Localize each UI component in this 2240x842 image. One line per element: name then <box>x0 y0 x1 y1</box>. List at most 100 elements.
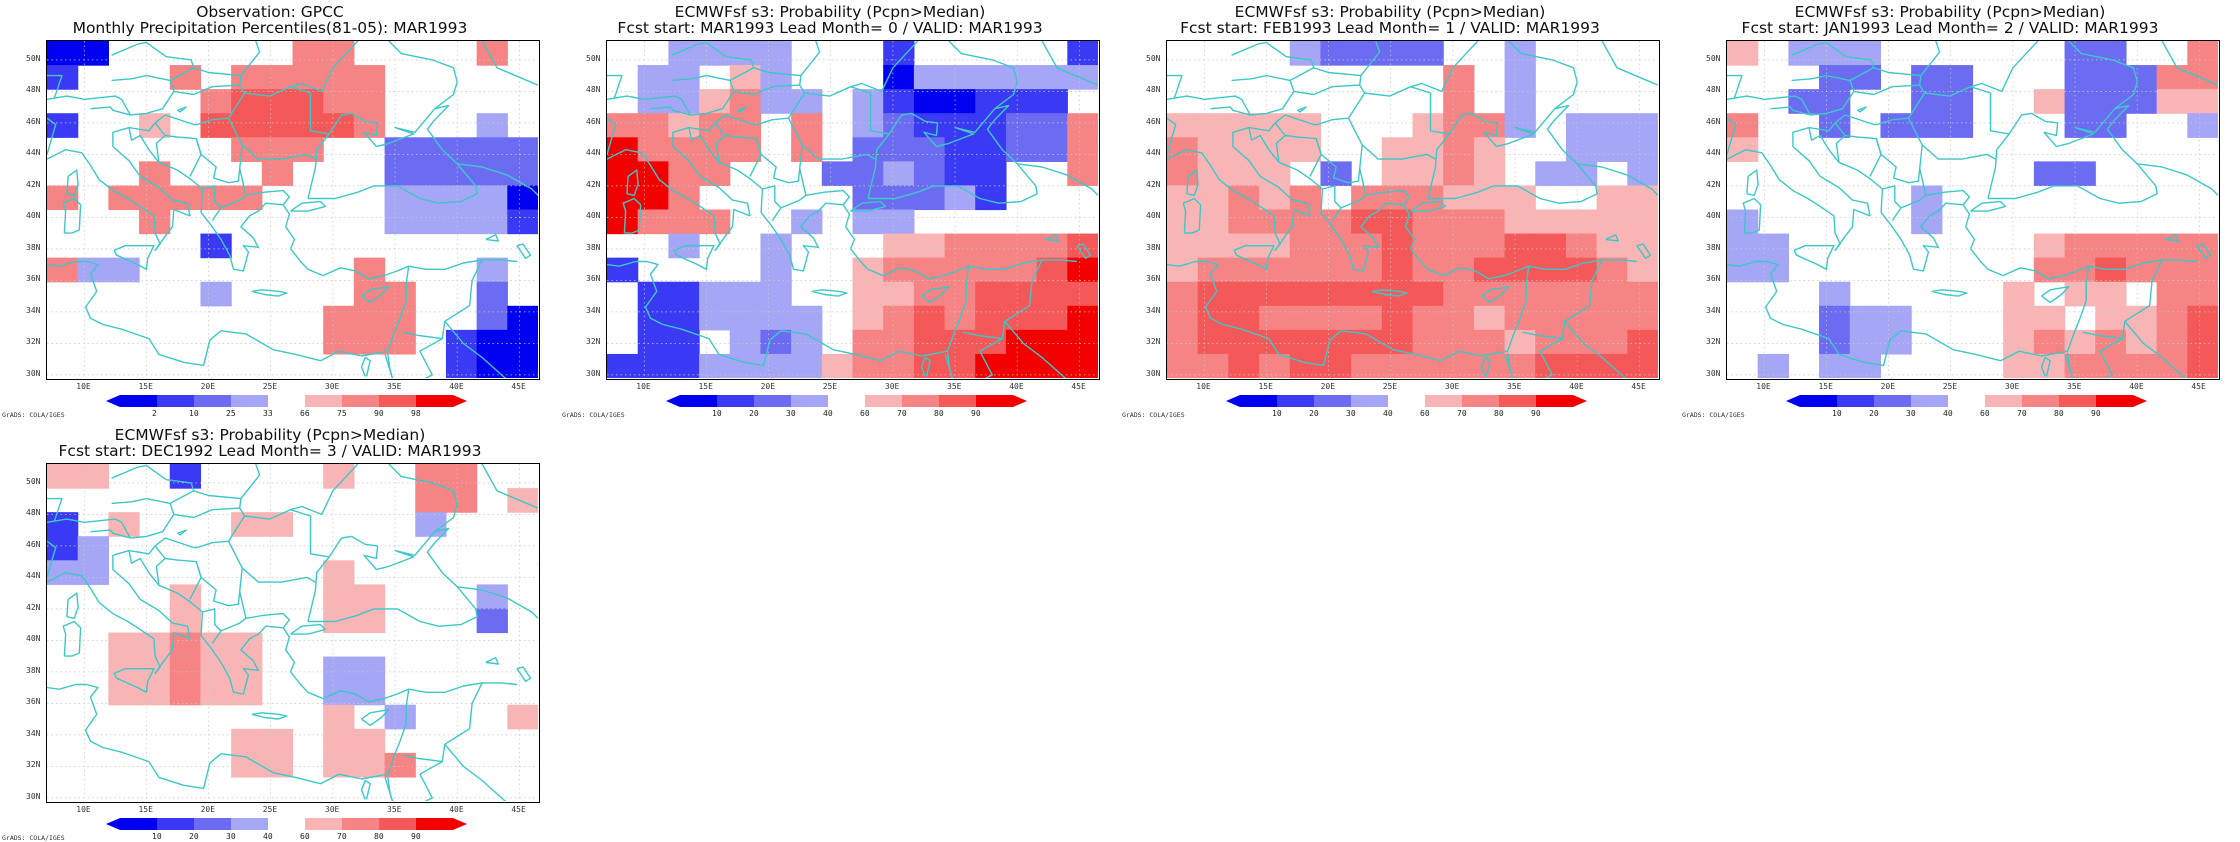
lon-tick-label: 10E <box>76 382 91 391</box>
lon-tick-label: 45E <box>1071 382 1086 391</box>
coastline <box>307 104 478 204</box>
grid-cell <box>1167 257 1199 283</box>
grid-cell <box>1381 257 1414 283</box>
coastline <box>384 354 394 378</box>
grid-cell <box>2064 281 2096 307</box>
grid-cell <box>1289 257 1322 283</box>
grid-cell <box>1351 209 1383 235</box>
grid-cell <box>1504 185 1536 211</box>
colorbar-swatch <box>1277 395 1314 407</box>
lat-tick-label: 32N <box>1706 337 1721 347</box>
grid-cell <box>729 305 762 331</box>
grid-cell <box>944 233 976 259</box>
grid-cell <box>760 257 792 283</box>
grid-cell <box>1289 233 1322 259</box>
colorbar-label: 90 <box>1531 409 1541 418</box>
lat-tick-label: 50N <box>586 53 601 63</box>
lon-tick-label: 35E <box>947 382 962 391</box>
coastline <box>47 549 410 790</box>
coastline <box>1360 41 1381 77</box>
grid-cell <box>1504 65 1536 90</box>
grid-cell <box>323 728 355 754</box>
colorbar <box>1226 395 1587 407</box>
grid-cell <box>913 233 946 259</box>
coastline <box>737 106 747 113</box>
coastline <box>307 527 478 627</box>
grid-cell <box>292 89 324 114</box>
colorbar-label: 30 <box>1906 409 1916 418</box>
grid-cell <box>353 752 386 778</box>
coastline <box>1857 106 1867 113</box>
grid-cell <box>2033 161 2066 187</box>
lat-tick-label: 44N <box>1146 148 1161 158</box>
grid-cell <box>1381 233 1414 259</box>
colorbar-swatch <box>1837 395 1874 407</box>
lat-tick-label: 30N <box>1146 368 1161 378</box>
grid-cell <box>1259 353 1291 378</box>
grid-cell <box>2095 353 2127 378</box>
coastline <box>867 104 1038 204</box>
grid-cell <box>699 353 731 378</box>
grid-cell <box>1911 113 1943 138</box>
grid-cell <box>913 65 946 90</box>
lon-tick-label: 25E <box>1942 382 1958 391</box>
coastline <box>361 708 390 727</box>
grid-cell <box>384 704 416 730</box>
coastline <box>227 117 316 160</box>
coastline <box>1931 289 1968 297</box>
grid-cell <box>445 464 478 489</box>
coastline <box>607 95 691 116</box>
grid-cell <box>231 632 263 658</box>
lon-tick-label: 40E <box>1569 382 1584 391</box>
coastline <box>800 41 821 77</box>
grid-cell <box>415 161 447 187</box>
grid-cell <box>77 560 109 585</box>
grid-cell <box>1228 257 1260 283</box>
grid-cell <box>637 161 669 187</box>
colorbar-label: 80 <box>2054 409 2064 418</box>
coastline <box>62 197 82 234</box>
grid-cell <box>2187 305 2218 331</box>
grid-cell <box>1849 329 1882 355</box>
grid-cell <box>1627 137 1658 162</box>
lat-tick-label: 36N <box>26 697 41 707</box>
lon-tick-label: 30E <box>884 382 900 391</box>
grid-cell <box>1880 305 1912 331</box>
lat-tick-label: 34N <box>1146 305 1161 315</box>
precip-map <box>47 464 538 801</box>
lon-tick-label: 25E <box>1382 382 1398 391</box>
panel-observation: Observation: GPCC Monthly Precipitation P… <box>0 0 540 419</box>
grid-cell <box>1259 113 1291 138</box>
coastline <box>128 507 246 555</box>
grid-cell <box>1412 41 1444 66</box>
grid-cell <box>1473 137 1506 162</box>
grid-cell <box>699 113 731 138</box>
grid-cell <box>1351 329 1383 355</box>
grid-cell <box>1412 209 1444 235</box>
grid-cell <box>1320 281 1352 307</box>
colorbar-swatch <box>754 395 791 407</box>
colorbar <box>1786 395 2147 407</box>
grid-cell <box>975 89 1007 114</box>
colorbar-swatch <box>416 818 453 830</box>
colorbar-label: 60 <box>1420 409 1430 418</box>
coastline <box>444 743 507 801</box>
grid-cell <box>200 233 232 259</box>
grid-cell <box>1627 329 1658 355</box>
coastline <box>220 617 247 632</box>
coastline <box>979 337 1003 378</box>
grid-cell <box>323 704 355 730</box>
lat-tick-label: 40N <box>26 634 41 644</box>
coastline <box>419 760 443 801</box>
grid-cell <box>353 305 386 331</box>
grid-cell <box>637 137 669 162</box>
colorbar-label: 90 <box>971 409 981 418</box>
colorbar-swatch <box>680 395 717 407</box>
grid-cell <box>1289 137 1322 162</box>
grid-cell <box>2003 353 2035 378</box>
coastline <box>360 779 371 800</box>
grid-cell <box>507 209 538 235</box>
grid-cell <box>852 89 884 114</box>
coastline <box>154 545 202 600</box>
grid-cell <box>47 257 79 283</box>
